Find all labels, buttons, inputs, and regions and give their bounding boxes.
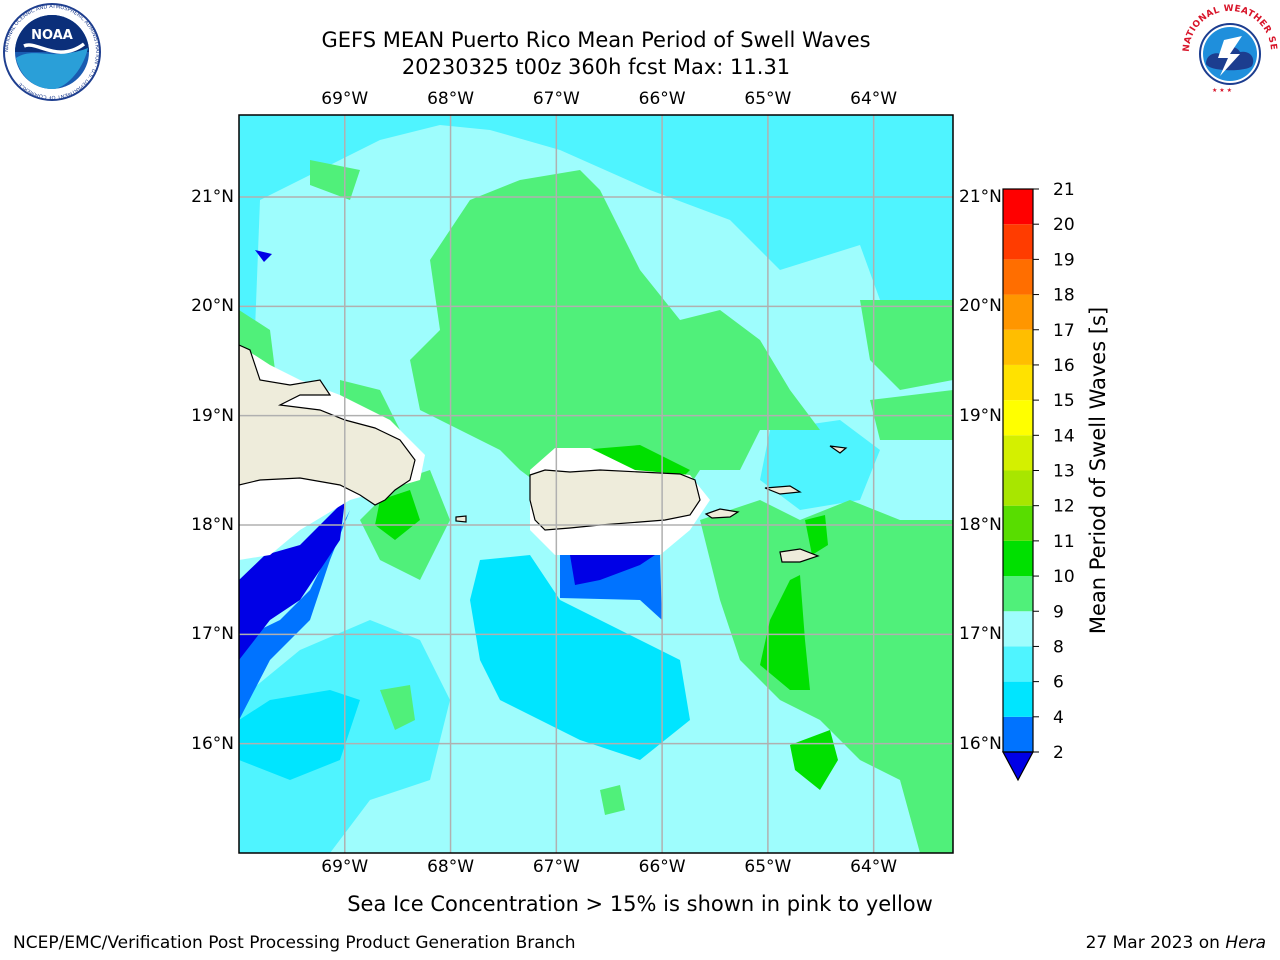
field-9to10-south bbox=[360, 470, 625, 815]
colorbar-segment bbox=[1003, 330, 1033, 365]
land-puerto-rico bbox=[530, 470, 700, 530]
lat-label-left: 19°N bbox=[154, 406, 234, 426]
field-9to10-east bbox=[700, 500, 953, 853]
lat-label-right: 17°N bbox=[959, 624, 1002, 644]
chart-subtitle: 20230325 t00z 360h fcst Max: 11.31 bbox=[0, 54, 1192, 80]
lon-label-bottom: 69°W bbox=[305, 857, 385, 877]
lat-label-right: 16°N bbox=[959, 734, 1002, 754]
lat-label-left: 16°N bbox=[154, 734, 234, 754]
footer-date: 27 Mar 2023 on Hera bbox=[1086, 933, 1266, 953]
colorbar-tick-label: 15 bbox=[1053, 391, 1075, 411]
lon-label-top: 64°W bbox=[834, 89, 914, 109]
colorbar-tick-label: 9 bbox=[1053, 602, 1064, 622]
colorbar-tick-label: 18 bbox=[1053, 286, 1075, 306]
map-caption: Sea Ice Concentration > 15% is shown in … bbox=[0, 891, 1280, 917]
map-frame bbox=[239, 115, 953, 853]
colorbar-tick-label: 6 bbox=[1053, 673, 1064, 693]
lat-lon-grid bbox=[239, 115, 953, 853]
colorbar-segment bbox=[1003, 224, 1033, 259]
colorbar-segment bbox=[1003, 717, 1033, 752]
field-8to9-sw bbox=[239, 620, 450, 853]
land-hispaniola bbox=[239, 345, 415, 505]
masked-area-puerto-rico bbox=[530, 448, 710, 555]
footer-host: Hera bbox=[1225, 933, 1266, 953]
colorbar-tick-label: 21 bbox=[1053, 180, 1075, 200]
colorbar-segment bbox=[1003, 646, 1033, 681]
field-background bbox=[239, 115, 953, 853]
chart-title: GEFS MEAN Puerto Rico Mean Period of Swe… bbox=[0, 27, 1192, 53]
colorbar-tick-label: 17 bbox=[1053, 321, 1075, 341]
field-9to10-west bbox=[239, 300, 953, 450]
lon-label-bottom: 67°W bbox=[516, 857, 596, 877]
lon-label-top: 65°W bbox=[728, 89, 808, 109]
colorbar-tick-label: 4 bbox=[1053, 708, 1064, 728]
lon-label-top: 67°W bbox=[516, 89, 596, 109]
colorbar-segment bbox=[1003, 682, 1033, 717]
lon-label-bottom: 65°W bbox=[728, 857, 808, 877]
colorbar-tick-label: 14 bbox=[1053, 426, 1075, 446]
colorbar-segment bbox=[1003, 400, 1033, 435]
swell-period-field bbox=[239, 115, 953, 853]
colorbar-extend-arrow bbox=[1003, 752, 1033, 780]
colorbar-tick-label: 13 bbox=[1053, 462, 1075, 482]
lat-label-left: 17°N bbox=[154, 624, 234, 644]
colorbar-segment bbox=[1003, 435, 1033, 470]
colorbar-segment bbox=[1003, 189, 1033, 224]
field-8to9-east bbox=[760, 420, 880, 510]
colorbar-segment bbox=[1003, 259, 1033, 294]
colorbar-tick-label: 12 bbox=[1053, 497, 1075, 517]
colorbar-segment bbox=[1003, 506, 1033, 541]
lon-label-top: 66°W bbox=[622, 89, 702, 109]
colorbar-segment bbox=[1003, 365, 1033, 400]
colorbar-label: Mean Period of Swell Waves [s] bbox=[1086, 307, 1110, 634]
footer-credit: NCEP/EMC/Verification Post Processing Pr… bbox=[13, 933, 576, 953]
colorbar-tick-label: 19 bbox=[1053, 250, 1075, 270]
colorbar-segment bbox=[1003, 541, 1033, 576]
field-10to11-cells bbox=[375, 445, 838, 790]
svg-text:NOAA: NOAA bbox=[31, 28, 73, 43]
field-4to6-south bbox=[239, 510, 662, 720]
colorbar-tick-label: 16 bbox=[1053, 356, 1075, 376]
field-8to9-north bbox=[239, 115, 953, 340]
colorbar: 2 4 6 8 9 10 11 12 13 14 15 16 17 18 19 20 21 Mean Period… bbox=[1003, 180, 1110, 780]
lon-label-bottom: 66°W bbox=[622, 857, 702, 877]
noaa-logo: NATIONAL OCEANIC AND ATMOSPHERIC ADMINIS… bbox=[2, 2, 102, 102]
colorbar-segment bbox=[1003, 471, 1033, 506]
lon-label-top: 68°W bbox=[411, 89, 491, 109]
colorbar-tick-label: 8 bbox=[1053, 637, 1064, 657]
colorbar-segment bbox=[1003, 611, 1033, 646]
lat-label-left: 21°N bbox=[154, 187, 234, 207]
masked-area-hispaniola bbox=[239, 345, 425, 560]
colorbar-frame bbox=[1003, 189, 1033, 752]
colorbar-segment bbox=[1003, 576, 1033, 611]
field-2to4-south bbox=[239, 250, 655, 660]
lon-label-top: 69°W bbox=[305, 89, 385, 109]
colorbar-tick-label: 11 bbox=[1053, 532, 1075, 552]
colorbar-tick-label: 2 bbox=[1053, 743, 1064, 763]
lat-label-right: 18°N bbox=[959, 515, 1002, 535]
lat-label-right: 21°N bbox=[959, 187, 1002, 207]
lat-label-left: 18°N bbox=[154, 515, 234, 535]
colorbar-segment bbox=[1003, 295, 1033, 330]
nws-logo: NATIONAL WEATHER SERVICE ★ ★ ★ bbox=[1180, 2, 1280, 102]
colorbar-tick-label: 10 bbox=[1053, 567, 1075, 587]
field-6to8-south bbox=[239, 555, 690, 780]
land-islands bbox=[456, 446, 846, 562]
lat-label-right: 19°N bbox=[959, 406, 1002, 426]
lat-label-left: 20°N bbox=[154, 296, 234, 316]
colorbar-tick-label: 20 bbox=[1053, 215, 1075, 235]
lon-label-bottom: 68°W bbox=[411, 857, 491, 877]
field-9to10-central bbox=[310, 160, 820, 520]
lat-label-right: 20°N bbox=[959, 296, 1002, 316]
lon-label-bottom: 64°W bbox=[834, 857, 914, 877]
svg-text:★ ★ ★: ★ ★ ★ bbox=[1212, 87, 1232, 94]
